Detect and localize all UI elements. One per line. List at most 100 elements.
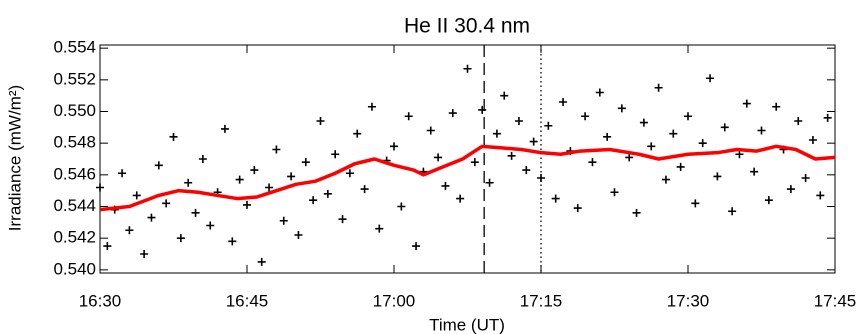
point [654,83,663,92]
y-tick-label: 0.550 [53,101,96,120]
trend-line [99,144,836,212]
x-tick-label: 17:00 [373,291,416,310]
y-tick-label: 0.542 [53,228,96,247]
point [728,207,737,216]
point [220,124,229,133]
point [228,237,237,246]
point [206,221,215,230]
point [132,191,141,200]
point [96,183,104,192]
point [551,194,560,203]
point [595,88,604,97]
x-tick-label: 16:45 [226,291,269,310]
y-tick-label: 0.540 [53,259,96,278]
x-tick-label: 17:45 [814,291,857,310]
point [639,118,648,127]
y-tick-label: 0.548 [53,133,96,152]
point [243,200,251,209]
point [691,199,700,208]
point [360,185,369,194]
point [279,216,288,225]
point [125,226,134,235]
point [757,126,766,135]
point [140,250,149,258]
point [345,169,354,178]
point [661,175,670,184]
chart-title: He II 30.4 nm [404,15,530,38]
point [434,153,443,162]
point [529,137,538,146]
point [610,188,619,197]
point [720,123,729,132]
point [390,142,398,151]
point [353,129,362,138]
point [323,189,332,198]
point [441,181,450,190]
point [257,257,266,266]
point [118,169,127,178]
point [801,174,810,182]
point [764,196,773,205]
point [823,113,832,122]
point [404,112,413,121]
point [698,139,707,148]
point [647,142,656,151]
point [287,172,296,181]
point [735,150,744,159]
point [294,231,303,239]
point [375,224,384,233]
point [588,158,597,167]
x-axis-label: Time (UT) [429,315,505,334]
point [713,172,722,181]
point [331,150,340,159]
y-axis-label: Irradiance (mW/m²) [5,85,24,231]
point [265,183,274,192]
point [808,136,817,144]
point [301,158,310,167]
point [272,145,281,154]
point [507,151,516,160]
point [581,112,590,121]
point [772,102,781,111]
point [500,91,509,100]
point [367,102,376,111]
x-tick-label: 16:30 [79,291,122,310]
point [684,112,692,121]
point [397,202,406,211]
point [316,117,325,125]
point [309,196,318,205]
point [250,166,259,175]
point [103,242,112,251]
point [169,132,178,141]
plot-frame [99,44,836,274]
point [573,204,582,213]
y-tick-label: 0.544 [53,196,96,215]
point [794,117,803,125]
point [816,191,825,200]
point [426,126,435,135]
point [750,167,759,176]
point [463,64,472,73]
x-tick-label: 17:30 [667,291,710,310]
point [522,166,531,175]
point [456,194,465,203]
point [676,162,685,171]
point [162,199,171,208]
point [154,161,163,170]
point [559,98,568,106]
point [478,105,487,114]
point [603,132,612,141]
point [147,213,156,222]
point [514,117,523,125]
point [448,109,457,118]
point [485,178,494,187]
point [706,74,715,83]
point [669,129,678,138]
point [235,175,244,184]
point [786,185,795,194]
point [632,208,641,217]
y-tick-label: 0.552 [53,69,96,88]
point [617,104,626,113]
point [338,215,347,224]
